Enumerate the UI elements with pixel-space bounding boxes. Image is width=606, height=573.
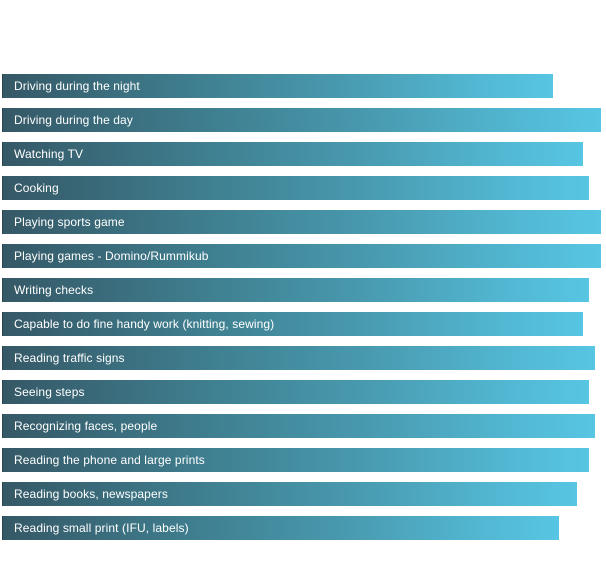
bar: Playing sports game [2,210,601,234]
bar-label: Playing sports game [14,215,125,229]
bar: Watching TV [2,142,583,166]
bar-label: Watching TV [14,147,84,161]
bar-label: Cooking [14,181,59,195]
bar-label: Driving during the night [14,79,140,93]
bar: Driving during the night [2,74,553,98]
bar: Recognizing faces, people [2,414,595,438]
bar: Seeing steps [2,380,589,404]
bar-label: Seeing steps [14,385,85,399]
bar: Cooking [2,176,589,200]
bar-label: Reading small print (IFU, labels) [14,521,189,535]
bar-label: Recognizing faces, people [14,419,158,433]
bar: Reading small print (IFU, labels) [2,516,559,540]
bar-label: Reading traffic signs [14,351,125,365]
bar-label: Reading the phone and large prints [14,453,205,467]
bar-label: Reading books, newspapers [14,487,168,501]
bar: Driving during the day [2,108,601,132]
bar: Reading the phone and large prints [2,448,589,472]
bar-label: Writing checks [14,283,94,297]
bar-label: Playing games - Domino/Rummikub [14,249,209,263]
bar: Playing games - Domino/Rummikub [2,244,601,268]
bar: Writing checks [2,278,589,302]
bar: Capable to do fine handy work (knitting,… [2,312,583,336]
bar: Reading traffic signs [2,346,595,370]
bar-label: Driving during the day [14,113,133,127]
bar-label: Capable to do fine handy work (knitting,… [14,317,275,331]
bar: Reading books, newspapers [2,482,577,506]
